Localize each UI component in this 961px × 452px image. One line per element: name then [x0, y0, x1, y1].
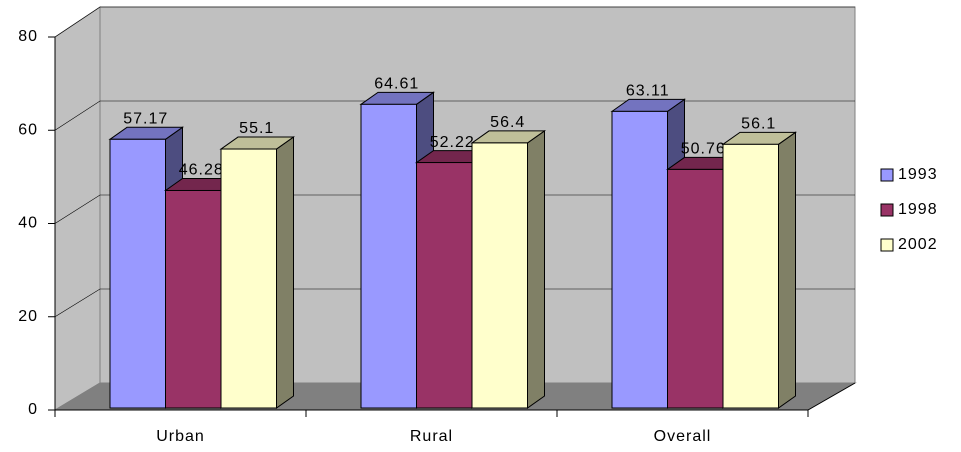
value-label: 50.76	[681, 141, 726, 158]
value-label: 64.61	[374, 76, 419, 93]
y-tick-label: 60	[18, 121, 38, 138]
value-label: 56.4	[490, 114, 525, 131]
bar	[109, 138, 166, 409]
x-tick-label: Urban	[156, 428, 205, 445]
grid-line	[54, 194, 855, 224]
bar	[165, 189, 222, 409]
value-label: 56.1	[741, 116, 776, 133]
bar	[416, 162, 473, 409]
x-tick-label: Overall	[654, 428, 712, 445]
bar-side	[276, 136, 294, 409]
legend-label: 1993	[898, 166, 938, 183]
bar	[471, 142, 528, 409]
bar	[667, 168, 724, 409]
legend-swatch	[880, 168, 894, 182]
x-tick-label: Rural	[410, 428, 453, 445]
grid-line	[54, 6, 855, 38]
value-label: 63.11	[626, 83, 670, 100]
floor-edge	[807, 382, 856, 411]
y-tick-label: 20	[18, 308, 38, 325]
bar-side	[778, 131, 796, 409]
value-label: 52.22	[430, 134, 475, 151]
bar-side	[527, 129, 545, 409]
bar	[722, 143, 779, 409]
side-wall	[54, 6, 101, 411]
legend-label: 2002	[898, 236, 938, 253]
value-label: 55.1	[239, 120, 274, 137]
y-tick-label: 0	[28, 401, 38, 418]
y-tick-label: 40	[18, 215, 38, 232]
value-label: 46.28	[179, 162, 224, 179]
bar	[611, 110, 668, 409]
grid-line	[54, 288, 855, 318]
legend-swatch	[880, 203, 894, 217]
grid-line	[54, 100, 855, 131]
bar	[220, 148, 277, 409]
value-label: 57.17	[123, 111, 168, 128]
legend-swatch	[880, 238, 894, 252]
legend-label: 1998	[898, 201, 938, 218]
bar	[360, 103, 417, 409]
y-tick-label: 80	[18, 28, 38, 45]
